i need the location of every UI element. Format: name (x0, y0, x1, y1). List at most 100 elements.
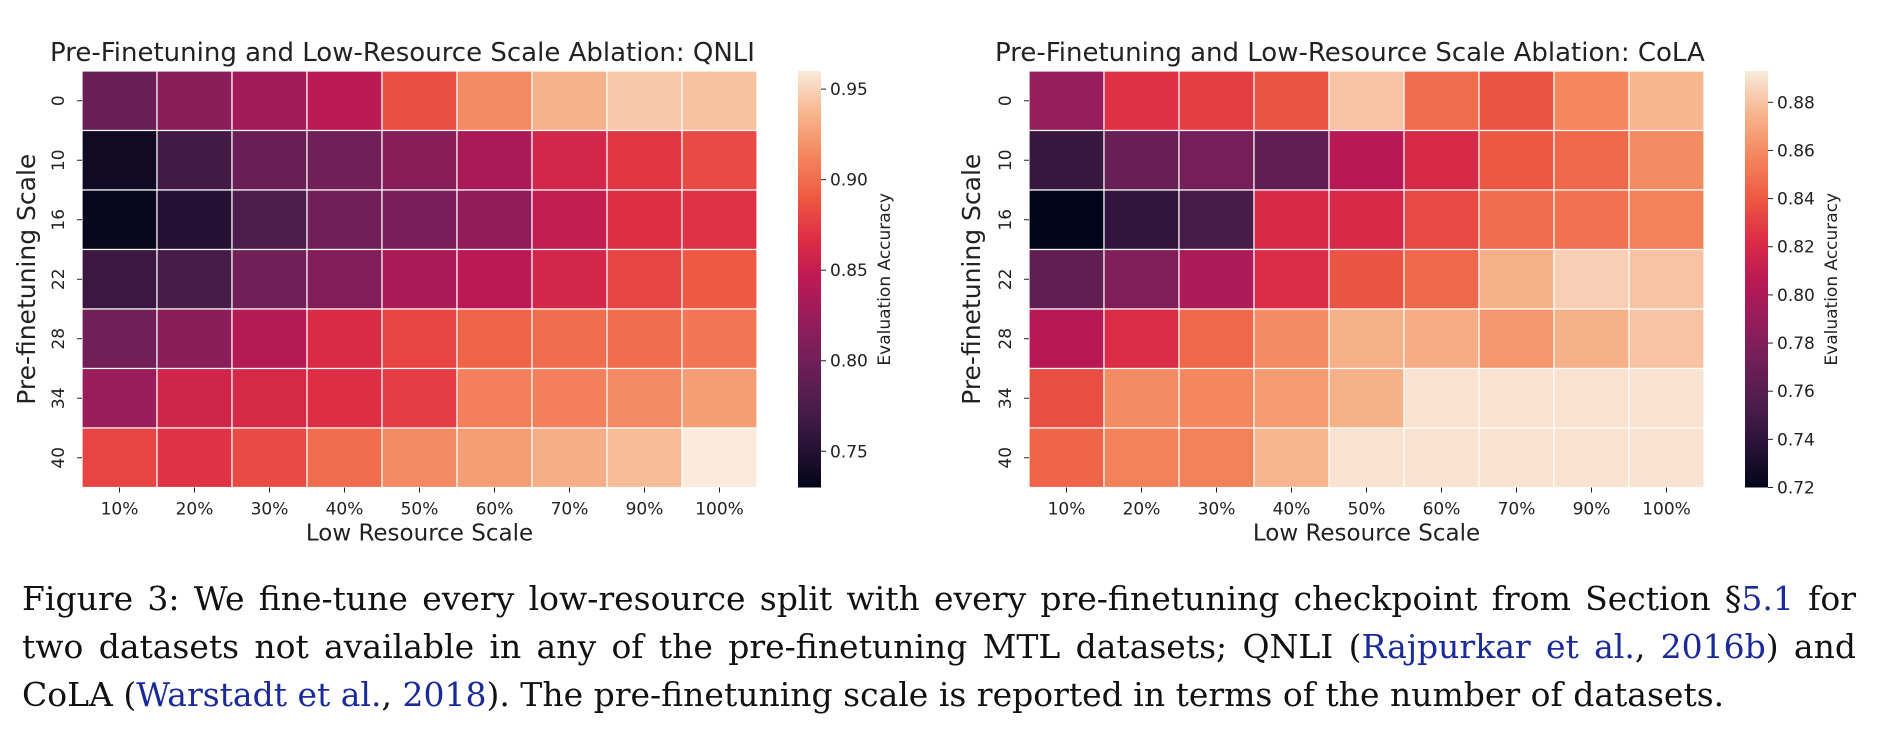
heatmap-cell (1253, 427, 1330, 489)
heatmap-cell (1403, 308, 1480, 370)
colorbar-tick-label: 0.80 (1777, 286, 1815, 306)
heatmap-cell (306, 248, 383, 310)
y-tick-label: 0 (49, 95, 69, 106)
heatmap-cell (681, 367, 758, 429)
heatmap-cell (1028, 308, 1105, 370)
citation-rajpurkar-author[interactable]: Rajpurkar et al. (1361, 627, 1635, 666)
heatmap-cell (1478, 427, 1555, 489)
heatmap-cell (1253, 367, 1330, 429)
y-tick-label: 40 (996, 447, 1016, 469)
section-ref-link[interactable]: 5.1 (1741, 579, 1794, 618)
heatmap-cell (1253, 189, 1330, 251)
heatmap-cell (1553, 189, 1630, 251)
caption-mid-2: ) and CoLA ( (22, 627, 1856, 714)
heatmap-cell (1178, 189, 1255, 251)
x-tick-label: 40% (1273, 500, 1311, 520)
heatmap-cell (1553, 248, 1630, 310)
heatmap-cell (681, 248, 758, 310)
heatmap-cell (1553, 129, 1630, 191)
heatmap-cell (306, 129, 383, 191)
y-tick-label: 10 (49, 149, 69, 171)
citation-rajpurkar-year[interactable]: 2016b (1660, 627, 1766, 666)
heatmap-cell (81, 367, 158, 429)
heatmap-cell (1103, 70, 1180, 132)
heatmap-cell (606, 129, 683, 191)
citation-warstadt-year[interactable]: 2018 (402, 675, 487, 714)
x-tick-label: 40% (326, 500, 364, 520)
heatmap-cell (1178, 129, 1255, 191)
heatmap-cell (1403, 248, 1480, 310)
y-tick-label: 10 (996, 149, 1016, 171)
heatmap-cell (681, 70, 758, 132)
heatmap-cell (231, 248, 308, 310)
heatmap-cell (456, 248, 533, 310)
heatmap-cell (1628, 308, 1705, 370)
x-tick-label: 50% (1348, 500, 1386, 520)
colorbar-tick-label: 0.84 (1777, 190, 1815, 210)
heatmap-cell (81, 129, 158, 191)
colorbar (1745, 71, 1768, 488)
citation-warstadt-author[interactable]: Warstadt et al. (136, 675, 382, 714)
heatmap-cell (531, 308, 608, 370)
heatmap-cell (1328, 427, 1405, 489)
heatmap-cell (1478, 248, 1555, 310)
heatmap-cell (1403, 129, 1480, 191)
heatmap-cell (456, 129, 533, 191)
heatmap-cell (681, 189, 758, 251)
heatmap-cell (1328, 367, 1405, 429)
heatmap-cell (1178, 308, 1255, 370)
heatmap-cell (156, 129, 233, 191)
figure-caption: Figure 3: We fine-tune every low-resourc… (22, 575, 1856, 719)
heatmap-cell (1103, 129, 1180, 191)
x-tick-label: 90% (626, 500, 664, 520)
heatmap-cell (606, 189, 683, 251)
heatmap-cola: Pre-Finetuning and Low-Resource Scale Ab… (957, 38, 1842, 547)
heatmap-cell (156, 308, 233, 370)
colorbar-label: Evaluation Accuracy (875, 193, 895, 366)
colorbar-tick-label: 0.72 (1777, 479, 1815, 499)
x-tick-label: 60% (1423, 500, 1461, 520)
figure: Pre-Finetuning and Low-Resource Scale Ab… (12, 38, 1842, 547)
colorbar-tick-label: 0.86 (1777, 141, 1815, 161)
y-tick-label: 28 (49, 328, 69, 350)
chart-title: Pre-Finetuning and Low-Resource Scale Ab… (995, 38, 1705, 68)
x-tick-label: 10% (1048, 500, 1086, 520)
heatmap-cell (1628, 129, 1705, 191)
heatmap-cell (1553, 367, 1630, 429)
heatmap-cell (231, 189, 308, 251)
heatmap-cell (381, 248, 458, 310)
x-tick-label: 30% (1198, 500, 1236, 520)
heatmap-cell (1553, 427, 1630, 489)
y-tick-label: 22 (996, 268, 1016, 290)
heatmap-cell (81, 308, 158, 370)
heatmap-cell (81, 427, 158, 489)
heatmap-cell (231, 308, 308, 370)
heatmap-cell (1103, 248, 1180, 310)
heatmap-cell (81, 189, 158, 251)
heatmap-cell (306, 189, 383, 251)
heatmap-cell (456, 308, 533, 370)
colorbar-tick-label: 0.76 (1777, 382, 1815, 402)
heatmap-cell (1103, 427, 1180, 489)
y-tick-label: 34 (996, 387, 1016, 409)
heatmap-cell (456, 70, 533, 132)
colorbar-tick-label: 0.95 (830, 80, 868, 100)
heatmap-cell (1478, 189, 1555, 251)
x-axis-label: Low Resource Scale (1253, 521, 1480, 547)
x-tick-label: 50% (401, 500, 439, 520)
heatmap-qnli: Pre-Finetuning and Low-Resource Scale Ab… (12, 38, 895, 547)
heatmap-cell (1628, 70, 1705, 132)
x-tick-label: 70% (1498, 500, 1536, 520)
heatmap-cell (1028, 427, 1105, 489)
colorbar-tick-label: 0.82 (1777, 238, 1815, 258)
heatmap-cell (1178, 427, 1255, 489)
y-tick-label: 40 (49, 447, 69, 469)
heatmap-cell (1253, 70, 1330, 132)
heatmap-cell (306, 427, 383, 489)
x-tick-label: 30% (251, 500, 289, 520)
heatmap-cell (381, 189, 458, 251)
heatmap-cell (456, 367, 533, 429)
heatmap-cell (1478, 129, 1555, 191)
heatmap-cell (1103, 189, 1180, 251)
heatmap-cell (1478, 308, 1555, 370)
